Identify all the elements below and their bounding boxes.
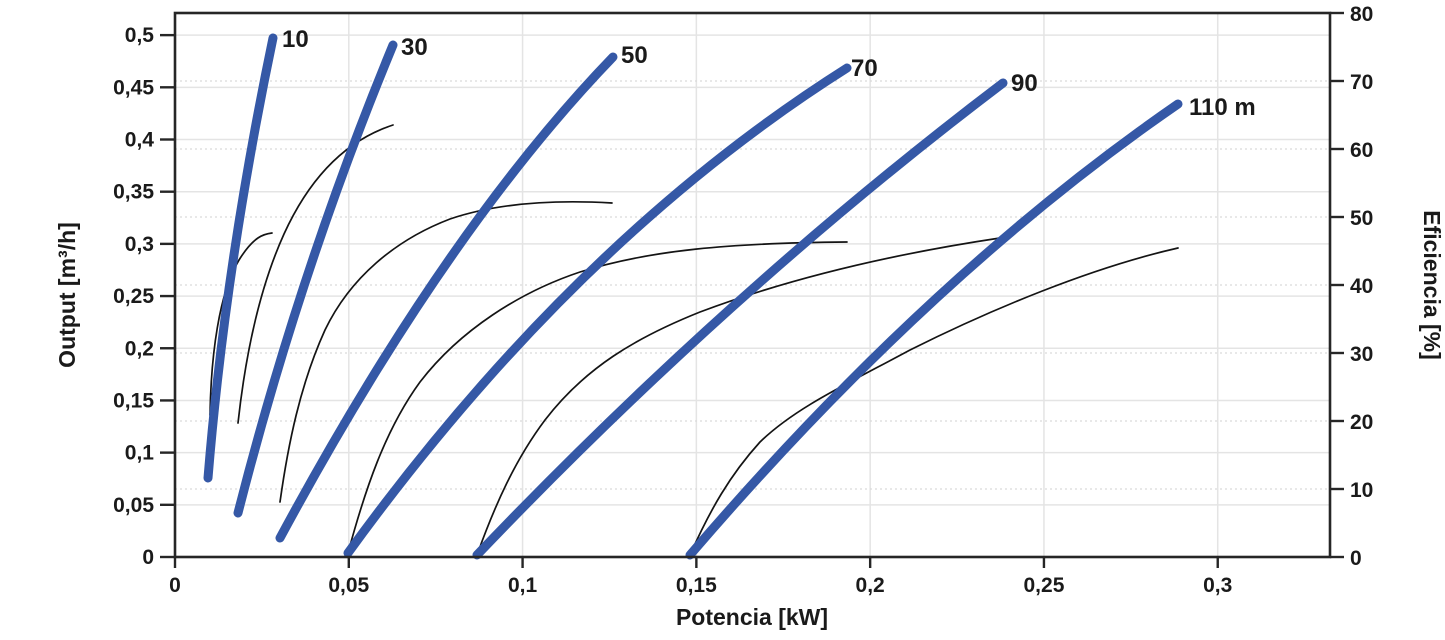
y-left-tick-label: 0,05 [113, 494, 154, 517]
y-right-tick-label: 30 [1350, 343, 1373, 366]
curve-label-head-70: 70 [851, 55, 878, 82]
y-right-tick-label: 80 [1350, 3, 1373, 26]
x-tick-label: 0,1 [508, 574, 538, 597]
curve-label-head-90: 90 [1011, 70, 1038, 97]
y-right-tick-label: 0 [1350, 547, 1362, 570]
y-left-tick-label: 0,2 [125, 337, 154, 360]
x-tick-label: 0,15 [676, 574, 717, 597]
y-left-tick-label: 0,1 [125, 442, 155, 465]
axis-ticks: 0 0,05 0,1 0,15 0,2 0,25 0,3 0 0,05 0,1 0,15 0,2 0,2… [113, 3, 1373, 597]
efficiency-curve-70 [347, 241, 848, 554]
curve-label-head-50: 50 [621, 42, 648, 69]
curve-label-head-30: 30 [401, 34, 428, 61]
x-tick-label: 0 [169, 574, 181, 597]
y-left-tick-label: 0,35 [113, 181, 154, 204]
x-tick-label: 0,3 [1203, 574, 1232, 597]
efficiency-curve-30 [237, 124, 394, 424]
y-right-tick-label: 20 [1350, 411, 1373, 434]
power-curve-70 [343, 63, 852, 558]
y-right-tick-label: 10 [1350, 479, 1373, 502]
x-tick-label: 0,2 [856, 574, 885, 597]
y-right-tick-label: 40 [1350, 275, 1373, 298]
power-curves [203, 33, 1183, 560]
power-curve-90 [472, 78, 1008, 560]
efficiency-curve-90 [476, 237, 1001, 556]
y-left-tick-label: 0,15 [113, 389, 154, 412]
y-left-tick-label: 0,4 [125, 129, 155, 152]
y-left-tick-label: 0,5 [125, 24, 155, 47]
x-tick-label: 0,25 [1024, 574, 1065, 597]
power-curve-30 [233, 40, 398, 518]
y-left-axis-title: Output [m³/h] [54, 222, 80, 368]
y-right-axis-title: Eficiencia [%] [1419, 210, 1445, 360]
curve-label-head-110: 110 m [1189, 94, 1256, 121]
curve-label-head-10: 10 [282, 26, 309, 53]
y-left-tick-label: 0 [142, 546, 154, 569]
curve-labels: 10 30 50 70 90 110 m [282, 26, 1256, 121]
efficiency-curve-110 [689, 247, 1179, 556]
y-left-tick-label: 0,3 [125, 233, 154, 256]
power-curve-10 [203, 33, 278, 483]
y-right-tick-label: 60 [1350, 139, 1373, 162]
power-curve-50 [275, 52, 618, 543]
x-axis-title: Potencia [kW] [676, 604, 828, 630]
efficiency-curve-50 [279, 200, 613, 503]
power-curve-110 [685, 99, 1183, 560]
x-tick-label: 0,05 [328, 574, 369, 597]
y-left-tick-label: 0,25 [113, 285, 154, 308]
y-right-tick-label: 50 [1350, 207, 1373, 230]
y-right-tick-label: 70 [1350, 71, 1373, 94]
y-left-tick-label: 0,45 [113, 76, 154, 99]
